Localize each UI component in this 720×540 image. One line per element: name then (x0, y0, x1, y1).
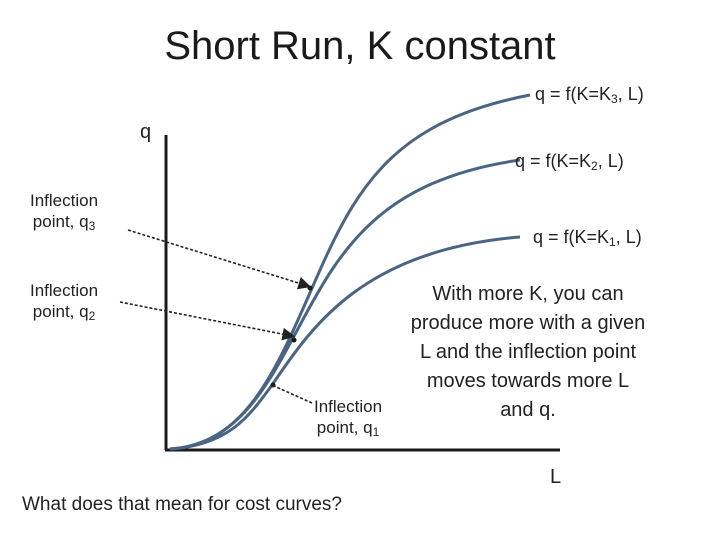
inflection-dot-q2 (291, 337, 297, 343)
explanation-note: With more K, you can produce more with a… (410, 283, 646, 421)
curve-k2 (169, 158, 521, 451)
y-axis-label: q (140, 121, 152, 143)
inflection-label-q1: Inflection point, q1 (314, 397, 383, 439)
inflection-label-q3: Inflection point, q3 (30, 191, 99, 233)
pointer-q2 (119, 301, 296, 341)
pointer-q3 (127, 229, 312, 290)
curve-label-k2: q = f(K=K2, L) (515, 151, 624, 173)
curve-label-k3: q = f(K=K3, L) (535, 84, 644, 106)
curve-label-k1: q = f(K=K1, L) (533, 227, 642, 249)
pointer-q1 (273, 385, 313, 404)
curve-k1 (169, 235, 521, 451)
cost-curves-question: What does that mean for cost curves? (22, 494, 342, 515)
inflection-dot-q3 (307, 285, 313, 291)
inflection-label-q2: Inflection point, q2 (30, 281, 99, 323)
slide-title: Short Run, K constant (164, 24, 556, 68)
x-axis-label: L (550, 466, 562, 488)
